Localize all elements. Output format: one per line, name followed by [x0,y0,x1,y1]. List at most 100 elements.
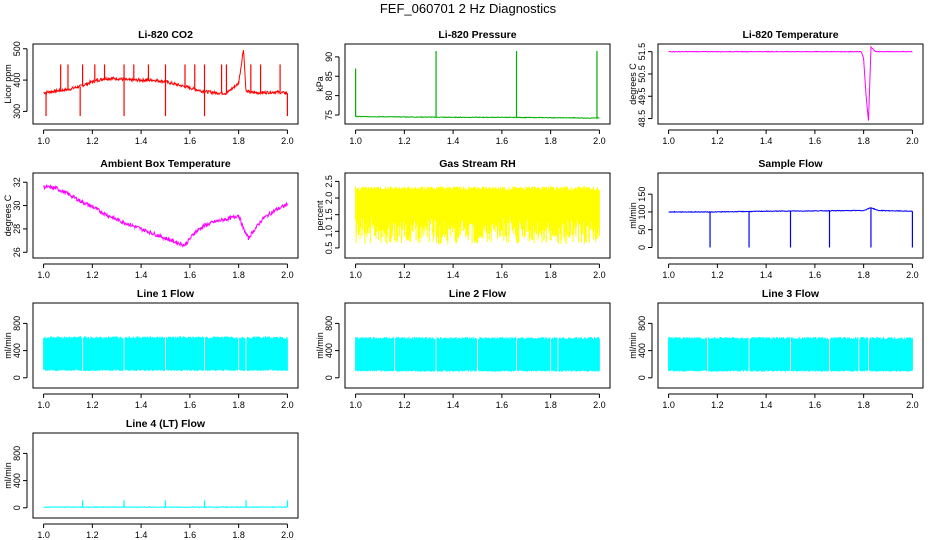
x-tick-label: 1.4 [447,136,460,146]
y-tick-label: 400 [12,73,22,88]
x-tick-label: 1.0 [37,530,50,540]
x-tick-label: 1.8 [232,530,245,540]
y-axis-label: ml/min [3,332,13,359]
chart-title: Li-820 Temperature [742,29,838,41]
y-axis-label: ml/min [315,332,325,359]
chart-ambient_temp: Ambient Box Temperature degrees C 1.0 1.2 1.… [3,158,299,280]
x-tick-label: 1.8 [232,136,245,146]
plot-frame [344,172,611,259]
y-tick-label: 0 [12,375,22,380]
y-tick-label: 0 [12,505,22,510]
x-tick-label: 1.2 [86,270,99,280]
series-line-2 [355,337,600,372]
y-tick-label: 300 [12,104,22,119]
y-tick-label: 800 [324,316,334,331]
x-tick-label: 2.0 [593,400,606,410]
y-tick-label: 2.5 [324,175,334,188]
x-tick-label: 1.6 [809,400,822,410]
y-tick-label: 0 [637,375,647,380]
x-tick-label: 1.2 [398,400,411,410]
x-tick-label: 1.4 [135,270,148,280]
y-axis-label: ml/min [3,462,13,489]
y-tick-label: 30 [12,201,22,211]
plot-frame [657,302,924,389]
y-tick-label: 49.5 [637,88,647,106]
plot-frame [657,43,924,125]
x-tick-label: 1.0 [349,270,362,280]
y-tick-label: 1.0 [324,225,334,238]
y-tick-label: 800 [637,316,647,331]
y-tick-label: 50 [637,225,647,235]
y-tick-label: 400 [12,473,22,488]
x-tick-label: 1.4 [135,400,148,410]
x-tick-label: 1.2 [711,136,724,146]
y-tick-label: 32 [12,177,22,187]
series-line-3 [668,337,913,372]
series-pressure [355,51,600,119]
y-tick-label: 75 [324,110,334,120]
x-tick-label: 2.0 [906,400,919,410]
chart-title: Gas Stream RH [439,158,515,170]
y-axis-label: Licor ppm [3,64,13,104]
x-tick-label: 1.0 [349,136,362,146]
series-co2 [43,50,288,117]
y-tick-label: 26 [12,247,22,257]
y-tick-label: 0 [637,245,647,250]
chart-title: Line 3 Flow [762,288,820,300]
y-tick-label: 0.5 [324,242,334,255]
x-tick-label: 1.6 [184,136,197,146]
y-tick-label: 800 [12,446,22,461]
x-tick-label: 2.0 [593,270,606,280]
x-tick-label: 2.0 [906,136,919,146]
x-tick-label: 1.6 [184,270,197,280]
plot-frame [32,43,299,125]
x-tick-label: 1.0 [37,400,50,410]
chart-title: Ambient Box Temperature [100,158,231,170]
x-tick-label: 1.2 [86,400,99,410]
data-line [43,506,288,509]
data-line [668,45,913,121]
y-tick-label: 400 [637,343,647,358]
plot-frame [32,432,299,519]
x-tick-label: 1.6 [184,400,197,410]
y-tick-label: 500 [12,41,22,56]
x-tick-label: 2.0 [281,270,294,280]
x-tick-label: 1.0 [662,136,675,146]
x-tick-label: 1.6 [496,400,509,410]
y-tick-label: 51.5 [637,43,647,61]
y-tick-label: 150 [637,187,647,202]
x-tick-label: 1.4 [135,136,148,146]
y-axis-label: kPa [315,76,325,92]
chart-title: Li-820 CO2 [138,29,193,41]
x-tick-label: 1.6 [809,270,822,280]
x-tick-label: 1.6 [809,136,822,146]
x-tick-label: 1.6 [184,530,197,540]
x-tick-label: 1.4 [447,400,460,410]
x-tick-label: 1.0 [662,270,675,280]
x-tick-label: 1.0 [662,400,675,410]
y-axis-label: degrees C [3,194,13,236]
y-axis-label: percent [315,200,325,231]
y-tick-label: 50.5 [637,65,647,83]
x-tick-label: 1.8 [544,270,557,280]
x-tick-label: 1.4 [135,530,148,540]
chart-title: Li-820 Pressure [438,29,516,41]
chart-title: Line 4 (LT) Flow [126,418,206,430]
x-tick-label: 1.0 [37,270,50,280]
y-tick-label: 100 [637,204,647,219]
x-tick-label: 1.2 [711,270,724,280]
y-tick-label: 28 [12,224,22,234]
x-tick-label: 2.0 [281,530,294,540]
y-tick-label: 0 [324,375,334,380]
chart-co2: Li-820 CO2 Licor ppm 1.0 1.2 1.4 1.6 1.8 2.0 300… [3,29,299,146]
x-tick-label: 1.6 [496,270,509,280]
chart-sample_flow: Sample Flow ml/min 1.0 1.2 1.4 1.6 1.8 2.0 0 50 10… [628,158,924,280]
x-tick-label: 2.0 [906,270,919,280]
x-tick-label: 2.0 [593,136,606,146]
chart-line4: Line 4 (LT) Flow ml/min 1.0 1.2 1.4 1.6 1.8 2.0… [3,418,299,540]
data-band [668,337,913,372]
series-sample-flow [668,207,914,248]
x-tick-label: 1.8 [232,400,245,410]
x-tick-label: 1.8 [232,270,245,280]
